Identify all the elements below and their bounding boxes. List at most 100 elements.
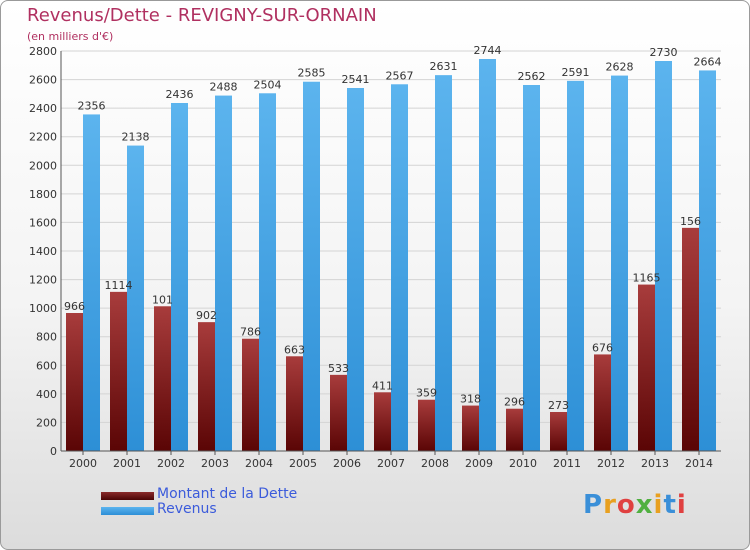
data-label-dette: 1114	[105, 279, 133, 292]
bar-dette	[330, 374, 347, 451]
data-label-revenus: 2591	[562, 66, 590, 79]
logo-letter: i	[676, 490, 687, 520]
bar-dette	[506, 408, 523, 451]
bar-dette	[198, 322, 215, 451]
y-tick-label: 2400	[29, 102, 57, 115]
data-label-revenus: 2356	[78, 99, 106, 112]
data-label-revenus: 2541	[342, 73, 370, 86]
x-tick-label: 2010	[509, 457, 537, 470]
proxiti-logo: Proxiti	[583, 490, 687, 520]
y-tick-label: 200	[36, 416, 57, 429]
data-label-dette: 273	[548, 399, 569, 412]
bar-dette	[154, 306, 171, 451]
data-label-revenus: 2504	[254, 78, 282, 91]
data-label-revenus: 2562	[518, 70, 546, 83]
data-label-dette: 101	[152, 293, 173, 306]
bar-revenus	[259, 93, 276, 452]
data-label-revenus: 2436	[166, 88, 194, 101]
data-label-revenus: 2664	[694, 55, 722, 68]
x-tick-label: 2008	[421, 457, 449, 470]
bar-revenus	[523, 85, 540, 451]
y-tick-label: 2600	[29, 74, 57, 87]
x-tick-label: 2003	[201, 457, 229, 470]
bar-revenus	[391, 84, 408, 452]
bar-revenus	[435, 75, 452, 452]
bar-revenus	[303, 81, 320, 451]
bar-dette	[286, 356, 303, 451]
y-tick-label: 1200	[29, 274, 57, 287]
bar-dette	[66, 313, 83, 451]
x-tick-label: 2007	[377, 457, 405, 470]
bar-revenus	[567, 80, 584, 451]
x-tick-label: 2004	[245, 457, 273, 470]
data-label-dette: 318	[460, 393, 481, 406]
x-tick-label: 2012	[597, 457, 625, 470]
data-label-dette: 676	[592, 341, 613, 354]
x-tick-label: 2009	[465, 457, 493, 470]
data-label-revenus: 2628	[606, 61, 634, 74]
logo-letter: r	[603, 490, 617, 520]
y-tick-label: 1400	[29, 245, 57, 258]
bar-revenus	[215, 95, 232, 452]
legend-swatch-revenus	[101, 507, 154, 515]
data-label-dette: 156	[680, 215, 701, 228]
bar-revenus	[171, 103, 188, 451]
data-label-dette: 663	[284, 343, 305, 356]
chart-subtitle: (en milliers d'€)	[27, 30, 114, 43]
y-tick-label: 2200	[29, 131, 57, 144]
bar-dette	[550, 412, 567, 451]
x-tick-label: 2005	[289, 457, 317, 470]
y-tick-label: 800	[36, 331, 57, 344]
bar-revenus	[347, 88, 364, 451]
bar-dette	[110, 291, 127, 451]
data-label-dette: 1165	[633, 272, 661, 285]
x-tick-label: 2006	[333, 457, 361, 470]
y-tick-label: 2000	[29, 159, 57, 172]
bar-revenus	[127, 145, 144, 452]
bar-revenus	[699, 70, 716, 451]
x-tick-label: 2002	[157, 457, 185, 470]
data-label-dette: 296	[504, 396, 525, 409]
data-label-dette: 902	[196, 309, 217, 322]
x-tick-label: 2001	[113, 457, 141, 470]
data-label-revenus: 2488	[210, 81, 238, 94]
y-tick-label: 600	[36, 359, 57, 372]
logo-letter: x	[635, 490, 654, 520]
x-tick-label: 2014	[685, 457, 713, 470]
bar-revenus	[655, 61, 672, 451]
bar-dette	[462, 405, 479, 451]
bar-dette	[638, 284, 655, 451]
data-label-revenus: 2585	[298, 67, 326, 80]
bar-dette	[242, 338, 259, 451]
chart-title: Revenus/Dette - REVIGNY-SUR-ORNAIN	[27, 5, 377, 26]
legend-swatch-dette	[101, 492, 154, 500]
data-label-revenus: 2744	[474, 44, 502, 57]
data-label-dette: 966	[64, 300, 85, 313]
x-tick-label: 2000	[69, 457, 97, 470]
y-tick-label: 0	[50, 445, 57, 458]
data-label-revenus: 2730	[650, 46, 678, 59]
logo-letter: t	[663, 490, 677, 520]
bar-dette	[374, 392, 391, 451]
legend-label-revenus: Revenus	[157, 501, 217, 517]
logo-letter: P	[583, 490, 604, 520]
x-tick-label: 2011	[553, 457, 581, 470]
x-tick-label: 2013	[641, 457, 669, 470]
data-label-revenus: 2138	[122, 131, 150, 144]
bar-revenus	[83, 114, 100, 451]
bar-revenus	[479, 59, 496, 451]
bar-revenus	[611, 75, 628, 452]
logo-letter: o	[616, 490, 636, 520]
y-tick-label: 1600	[29, 216, 57, 229]
y-tick-label: 1800	[29, 188, 57, 201]
legend-label-dette: Montant de la Dette	[157, 486, 298, 502]
y-tick-label: 400	[36, 388, 57, 401]
bar-dette	[418, 399, 435, 451]
y-tick-label: 2800	[29, 45, 57, 58]
bar-dette	[682, 227, 699, 451]
logo-letter: i	[653, 490, 664, 520]
data-label-dette: 359	[416, 387, 437, 400]
data-label-dette: 533	[328, 362, 349, 375]
